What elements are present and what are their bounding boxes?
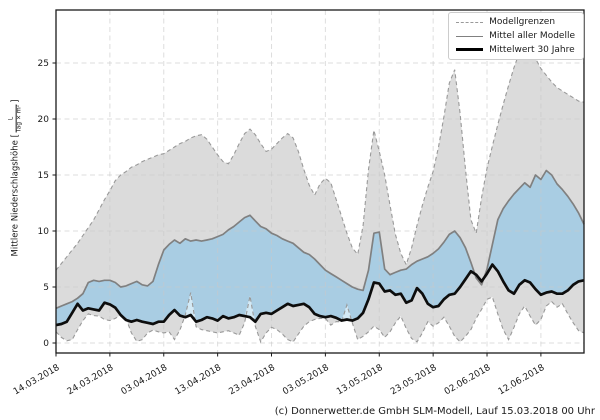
x-tick-label: 03.04.2018 bbox=[120, 363, 170, 398]
x-tick-label: 24.03.2018 bbox=[66, 363, 116, 398]
y-tick-label: 10 bbox=[38, 227, 50, 237]
plot-border bbox=[55, 9, 585, 354]
y-axis-unit-denominator: Tag × m² bbox=[15, 104, 24, 133]
x-tick-label: 02.06.2018 bbox=[443, 363, 493, 398]
series-30y-mean-line bbox=[55, 263, 585, 327]
legend-item-model-mean: Mittel aller Modelle bbox=[456, 31, 575, 42]
y-tick-label: 5 bbox=[43, 283, 49, 293]
fill-positive-anomaly-below-range bbox=[56, 264, 584, 326]
series-lower-bound-line bbox=[55, 292, 585, 344]
x-tick-label: 23.04.2018 bbox=[227, 363, 277, 398]
legend-item-30y-mean: Mittelwert 30 Jahre bbox=[456, 45, 575, 56]
legend-item-model-bounds: Modellgrenzen bbox=[456, 17, 575, 28]
y-tick-label: 25 bbox=[38, 59, 49, 69]
y-tick-label: 15 bbox=[38, 171, 49, 181]
fill-positive-anomaly bbox=[56, 170, 584, 326]
legend-label: Modellgrenzen bbox=[489, 17, 556, 27]
legend: Modellgrenzen Mittel aller Modelle Mitte… bbox=[448, 12, 584, 61]
y-axis-unit-fraction: L Tag × m² bbox=[7, 104, 24, 133]
dashed-line-icon bbox=[456, 21, 484, 23]
x-tick-label: 14.03.2018 bbox=[12, 363, 62, 398]
y-tick-label: 20 bbox=[38, 115, 50, 125]
x-tick-label: 13.04.2018 bbox=[174, 363, 224, 398]
series-model-mean-line bbox=[55, 169, 585, 310]
x-tick-label: 13.05.2018 bbox=[335, 363, 385, 398]
y-tick-label: 0 bbox=[43, 339, 49, 349]
series-upper-bound-line bbox=[55, 43, 585, 271]
x-tick-label: 23.05.2018 bbox=[389, 363, 439, 398]
legend-label: Mittelwert 30 Jahre bbox=[489, 44, 575, 55]
copyright-credit: (c) Donnerwetter.de GmbH SLM-Modell, Lau… bbox=[274, 406, 595, 417]
y-axis-label: Mittlere Niederschlagshöhe [L Tag × m²] bbox=[7, 99, 24, 257]
legend-label: Mittel aller Modelle bbox=[489, 30, 575, 41]
y-axis-label-suffix: ] bbox=[11, 99, 21, 103]
y-axis-unit-numerator: L bbox=[7, 116, 15, 121]
x-tick-label: 03.05.2018 bbox=[281, 363, 331, 398]
x-tick-label: 12.06.2018 bbox=[497, 363, 547, 398]
y-axis-label-prefix: Mittlere Niederschlagshöhe [ bbox=[11, 134, 21, 257]
gray-line-icon bbox=[456, 35, 484, 37]
black-line-icon bbox=[456, 48, 484, 52]
